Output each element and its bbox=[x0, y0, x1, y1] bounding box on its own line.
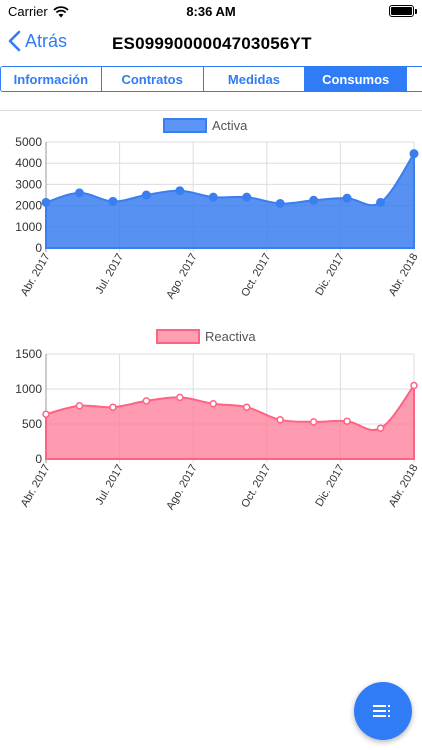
x-tick-label: Jul. 2017 bbox=[93, 463, 126, 508]
data-point bbox=[176, 393, 184, 402]
y-tick-label: 4000 bbox=[15, 156, 42, 170]
activa-legend-swatch bbox=[163, 118, 207, 133]
y-tick-label: 0 bbox=[35, 241, 42, 255]
reactiva-area bbox=[45, 382, 415, 460]
data-point bbox=[175, 186, 185, 196]
data-point bbox=[42, 410, 50, 418]
y-tick-label: 0 bbox=[35, 452, 42, 466]
battery-icon bbox=[389, 5, 417, 17]
data-point bbox=[74, 188, 84, 198]
segmented-tabs: Información Contratos Medidas Consumos bbox=[0, 66, 422, 92]
x-tick-label: Abr. 2018 bbox=[387, 252, 421, 299]
carrier-info: Carrier bbox=[8, 4, 69, 19]
data-point bbox=[309, 418, 318, 426]
back-button[interactable]: Atrás bbox=[8, 30, 67, 52]
y-tick-label: 1500 bbox=[15, 347, 42, 361]
data-point bbox=[142, 397, 151, 405]
content-divider bbox=[0, 110, 422, 111]
data-point bbox=[343, 417, 351, 425]
data-point bbox=[109, 403, 117, 411]
data-point bbox=[209, 399, 218, 408]
data-point bbox=[309, 195, 319, 205]
x-tick-label: Dic. 2017 bbox=[313, 463, 347, 509]
data-point bbox=[276, 416, 284, 424]
wifi-icon bbox=[53, 5, 69, 17]
data-point bbox=[75, 402, 84, 410]
chevron-left-icon bbox=[8, 30, 21, 52]
data-point bbox=[376, 197, 386, 207]
tab-overflow[interactable] bbox=[407, 67, 422, 91]
x-tick-label: Oct. 2017 bbox=[239, 252, 273, 299]
y-tick-label: 500 bbox=[22, 417, 42, 431]
y-tick-label: 2000 bbox=[15, 199, 42, 213]
activa-area bbox=[45, 150, 415, 249]
x-tick-label: Jul. 2017 bbox=[93, 252, 126, 297]
data-point bbox=[242, 403, 251, 411]
tab-informacion[interactable]: Información bbox=[1, 67, 102, 91]
x-tick-label: Dic. 2017 bbox=[313, 252, 347, 298]
x-tick-label: Ago. 2017 bbox=[164, 252, 199, 301]
x-tick-label: Oct. 2017 bbox=[239, 463, 273, 510]
y-tick-label: 5000 bbox=[15, 135, 42, 149]
data-point bbox=[141, 190, 151, 200]
tab-consumos[interactable]: Consumos bbox=[305, 67, 408, 91]
activa-legend-label: Activa bbox=[212, 118, 248, 133]
tab-contratos[interactable]: Contratos bbox=[101, 67, 204, 91]
y-tick-label: 1000 bbox=[15, 382, 42, 396]
list-menu-icon bbox=[373, 705, 390, 717]
list-menu-button[interactable] bbox=[354, 682, 412, 740]
y-tick-label: 3000 bbox=[15, 177, 42, 191]
data-point bbox=[410, 381, 418, 390]
reactiva-chart: Reactiva 0 500 1000 1500 Abr. 2017 Jul. 2017… bbox=[15, 329, 421, 512]
data-point bbox=[376, 424, 385, 432]
data-point bbox=[342, 193, 352, 203]
carrier-label: Carrier bbox=[8, 4, 48, 19]
reactiva-legend-swatch bbox=[156, 329, 200, 344]
status-bar: Carrier 8:36 AM bbox=[0, 0, 422, 22]
y-tick-label: 1000 bbox=[15, 220, 42, 234]
x-tick-label: Ago. 2017 bbox=[164, 463, 199, 512]
data-point bbox=[409, 149, 419, 159]
x-tick-label: Abr. 2018 bbox=[387, 463, 421, 510]
navigation-bar: Atrás ES0999000004703056YT bbox=[0, 22, 422, 66]
activa-chart: Activa 0 1000 2000 3000 4000 5000 Abr. 2017 Ju… bbox=[15, 118, 421, 301]
data-point bbox=[108, 196, 118, 206]
data-point bbox=[275, 198, 285, 208]
x-tick-label: Abr. 2017 bbox=[19, 252, 53, 299]
reactiva-legend-label: Reactiva bbox=[205, 329, 256, 344]
tab-medidas[interactable]: Medidas bbox=[203, 67, 306, 91]
clock: 8:36 AM bbox=[186, 4, 236, 19]
data-point bbox=[41, 197, 51, 207]
data-point bbox=[242, 192, 252, 202]
page-title: ES0999000004703056YT bbox=[112, 34, 312, 53]
data-point bbox=[208, 192, 218, 202]
back-label: Atrás bbox=[25, 30, 68, 51]
x-tick-label: Abr. 2017 bbox=[19, 463, 53, 510]
